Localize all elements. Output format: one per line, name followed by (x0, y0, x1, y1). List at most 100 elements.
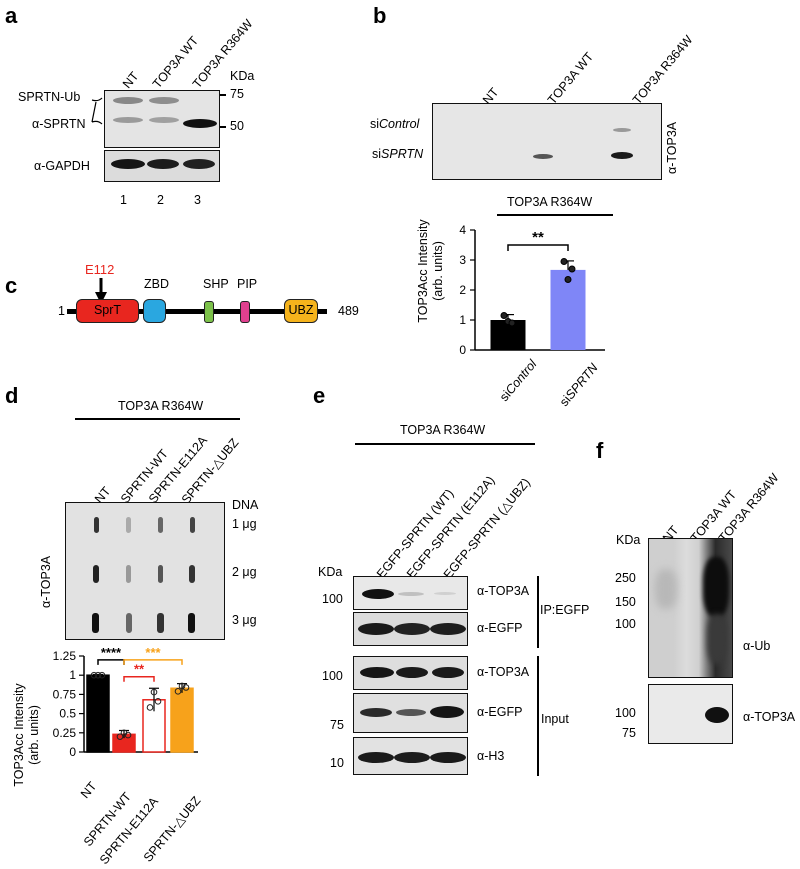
panel-label-a: a (5, 3, 18, 28)
y-tick-label: 0.5 (59, 707, 76, 721)
panel-f-marker-100-bottom: 100 (615, 706, 636, 720)
panel-b-lane-top3a-wt: TOP3A WT (545, 49, 597, 107)
panel-e-marker-10: 10 (330, 756, 344, 770)
significance-label: **** (101, 645, 122, 660)
data-point (174, 688, 182, 695)
band (183, 159, 215, 169)
panel-c-shp-label: SHP (203, 277, 229, 291)
slot (126, 613, 132, 633)
significance-label: ** (532, 229, 544, 246)
panel-d-ylabel: TOP3Acc Intensity (arb. units) (12, 683, 41, 787)
panel-e-ip-bracket (537, 576, 539, 648)
data-point (124, 731, 132, 739)
panel-b-row-sprtn: siSPRTN (372, 147, 424, 161)
panel-e-marker-100b: 100 (322, 669, 343, 683)
panel-c-domain-shp (204, 301, 214, 323)
band (430, 752, 466, 763)
band (613, 128, 631, 132)
slot (189, 565, 195, 583)
y-tick-label: 0 (69, 745, 76, 759)
panel-f-marker-75-bottom: 75 (622, 726, 636, 740)
data-point (564, 276, 572, 283)
panel-e-blot-input-h3 (353, 737, 468, 775)
panel-c-domain-zbd (143, 299, 166, 323)
smear (707, 614, 727, 664)
band (394, 752, 430, 763)
band (113, 97, 143, 104)
panel-c-end: 489 (338, 304, 359, 318)
y-tick-label: 1 (69, 668, 76, 682)
significance-bracket (507, 244, 569, 251)
band (113, 117, 143, 123)
slot (92, 613, 99, 633)
panel-e-blot-ip-top3a (353, 576, 468, 610)
band (360, 708, 392, 717)
panel-e-marker-75: 75 (330, 718, 344, 732)
y-tick-label: 0.75 (53, 687, 77, 701)
panel-e-header: TOP3A R364W (400, 423, 486, 437)
panel-c-domain-pip (240, 301, 250, 323)
panel-label-e: e (313, 383, 326, 408)
panel-c-mutation-label: E112 (85, 262, 115, 277)
panel-c-pip-label: PIP (237, 277, 258, 291)
panel-label-b: b (373, 3, 387, 28)
smear (703, 557, 729, 617)
slot (157, 613, 164, 633)
band (358, 623, 394, 635)
data-point (182, 684, 190, 691)
band (183, 119, 217, 128)
slot (190, 517, 195, 533)
panel-f-marker-100: 100 (615, 617, 636, 631)
data-point (568, 265, 576, 273)
data-point (560, 258, 568, 265)
slot (126, 565, 131, 583)
panel-e-blot-ip-egfp (353, 612, 468, 646)
panel-e-antibody-input-h3: α-H3 (477, 749, 505, 763)
y-tick-label: 4 (459, 223, 466, 237)
panel-d-header-line (75, 418, 240, 420)
y-tick-label: 0.25 (53, 726, 77, 740)
panel-a-marker-50: 50 (230, 119, 244, 133)
band (394, 623, 430, 635)
panel-e-blot-input-egfp (353, 693, 468, 733)
data-point (154, 698, 162, 705)
panel-d-dna-label: DNA (232, 498, 259, 512)
y-tick-label: 3 (459, 253, 466, 267)
panel-b-row-control: siControl (370, 117, 420, 131)
band (533, 154, 553, 159)
panel-a-lane-number-2: 2 (157, 193, 164, 207)
panel-d-slot-blot (65, 502, 225, 640)
tick (220, 126, 226, 128)
panel-label-c: c (5, 273, 18, 298)
panel-c-domain-sprt: SprT (76, 299, 139, 323)
panel-b-chart: 0 1 2 3 4 ** (459, 223, 605, 357)
panel-f-marker-250: 250 (615, 571, 636, 585)
panel-e-antibody-ip-egfp: α-EGFP (477, 621, 523, 635)
band (611, 152, 633, 159)
bar-SPRTN-△UBZ (170, 687, 194, 753)
panel-e-kda-label: KDa (318, 565, 343, 579)
panel-b-lane-top3a-r364w: TOP3A R364W (630, 32, 696, 107)
panel-e-antibody-ip-top3a: α-TOP3A (477, 584, 530, 598)
data-point (500, 312, 508, 319)
panel-c-domain-ubz: UBZ (284, 299, 318, 323)
panel-f-kda-label: KDa (616, 533, 641, 547)
panel-a-blot-gapdh (104, 150, 220, 182)
panel-a-lane-nt: NT (120, 69, 142, 91)
significance-bracket (123, 659, 183, 665)
data-point (150, 688, 158, 696)
band (430, 706, 464, 718)
panel-f-antibody-top3a: α-TOP3A (743, 710, 796, 724)
panel-b-antibody: α-TOP3A (665, 121, 679, 174)
band (705, 707, 729, 723)
panel-e-antibody-input-top3a: α-TOP3A (477, 665, 530, 679)
band (147, 159, 179, 169)
band (111, 159, 145, 169)
band (396, 667, 428, 678)
data-point (508, 319, 516, 327)
band (362, 589, 394, 599)
panel-e-input-bracket (537, 656, 539, 776)
panel-f-blot-ub (648, 538, 733, 678)
significance-bracket (97, 659, 125, 665)
